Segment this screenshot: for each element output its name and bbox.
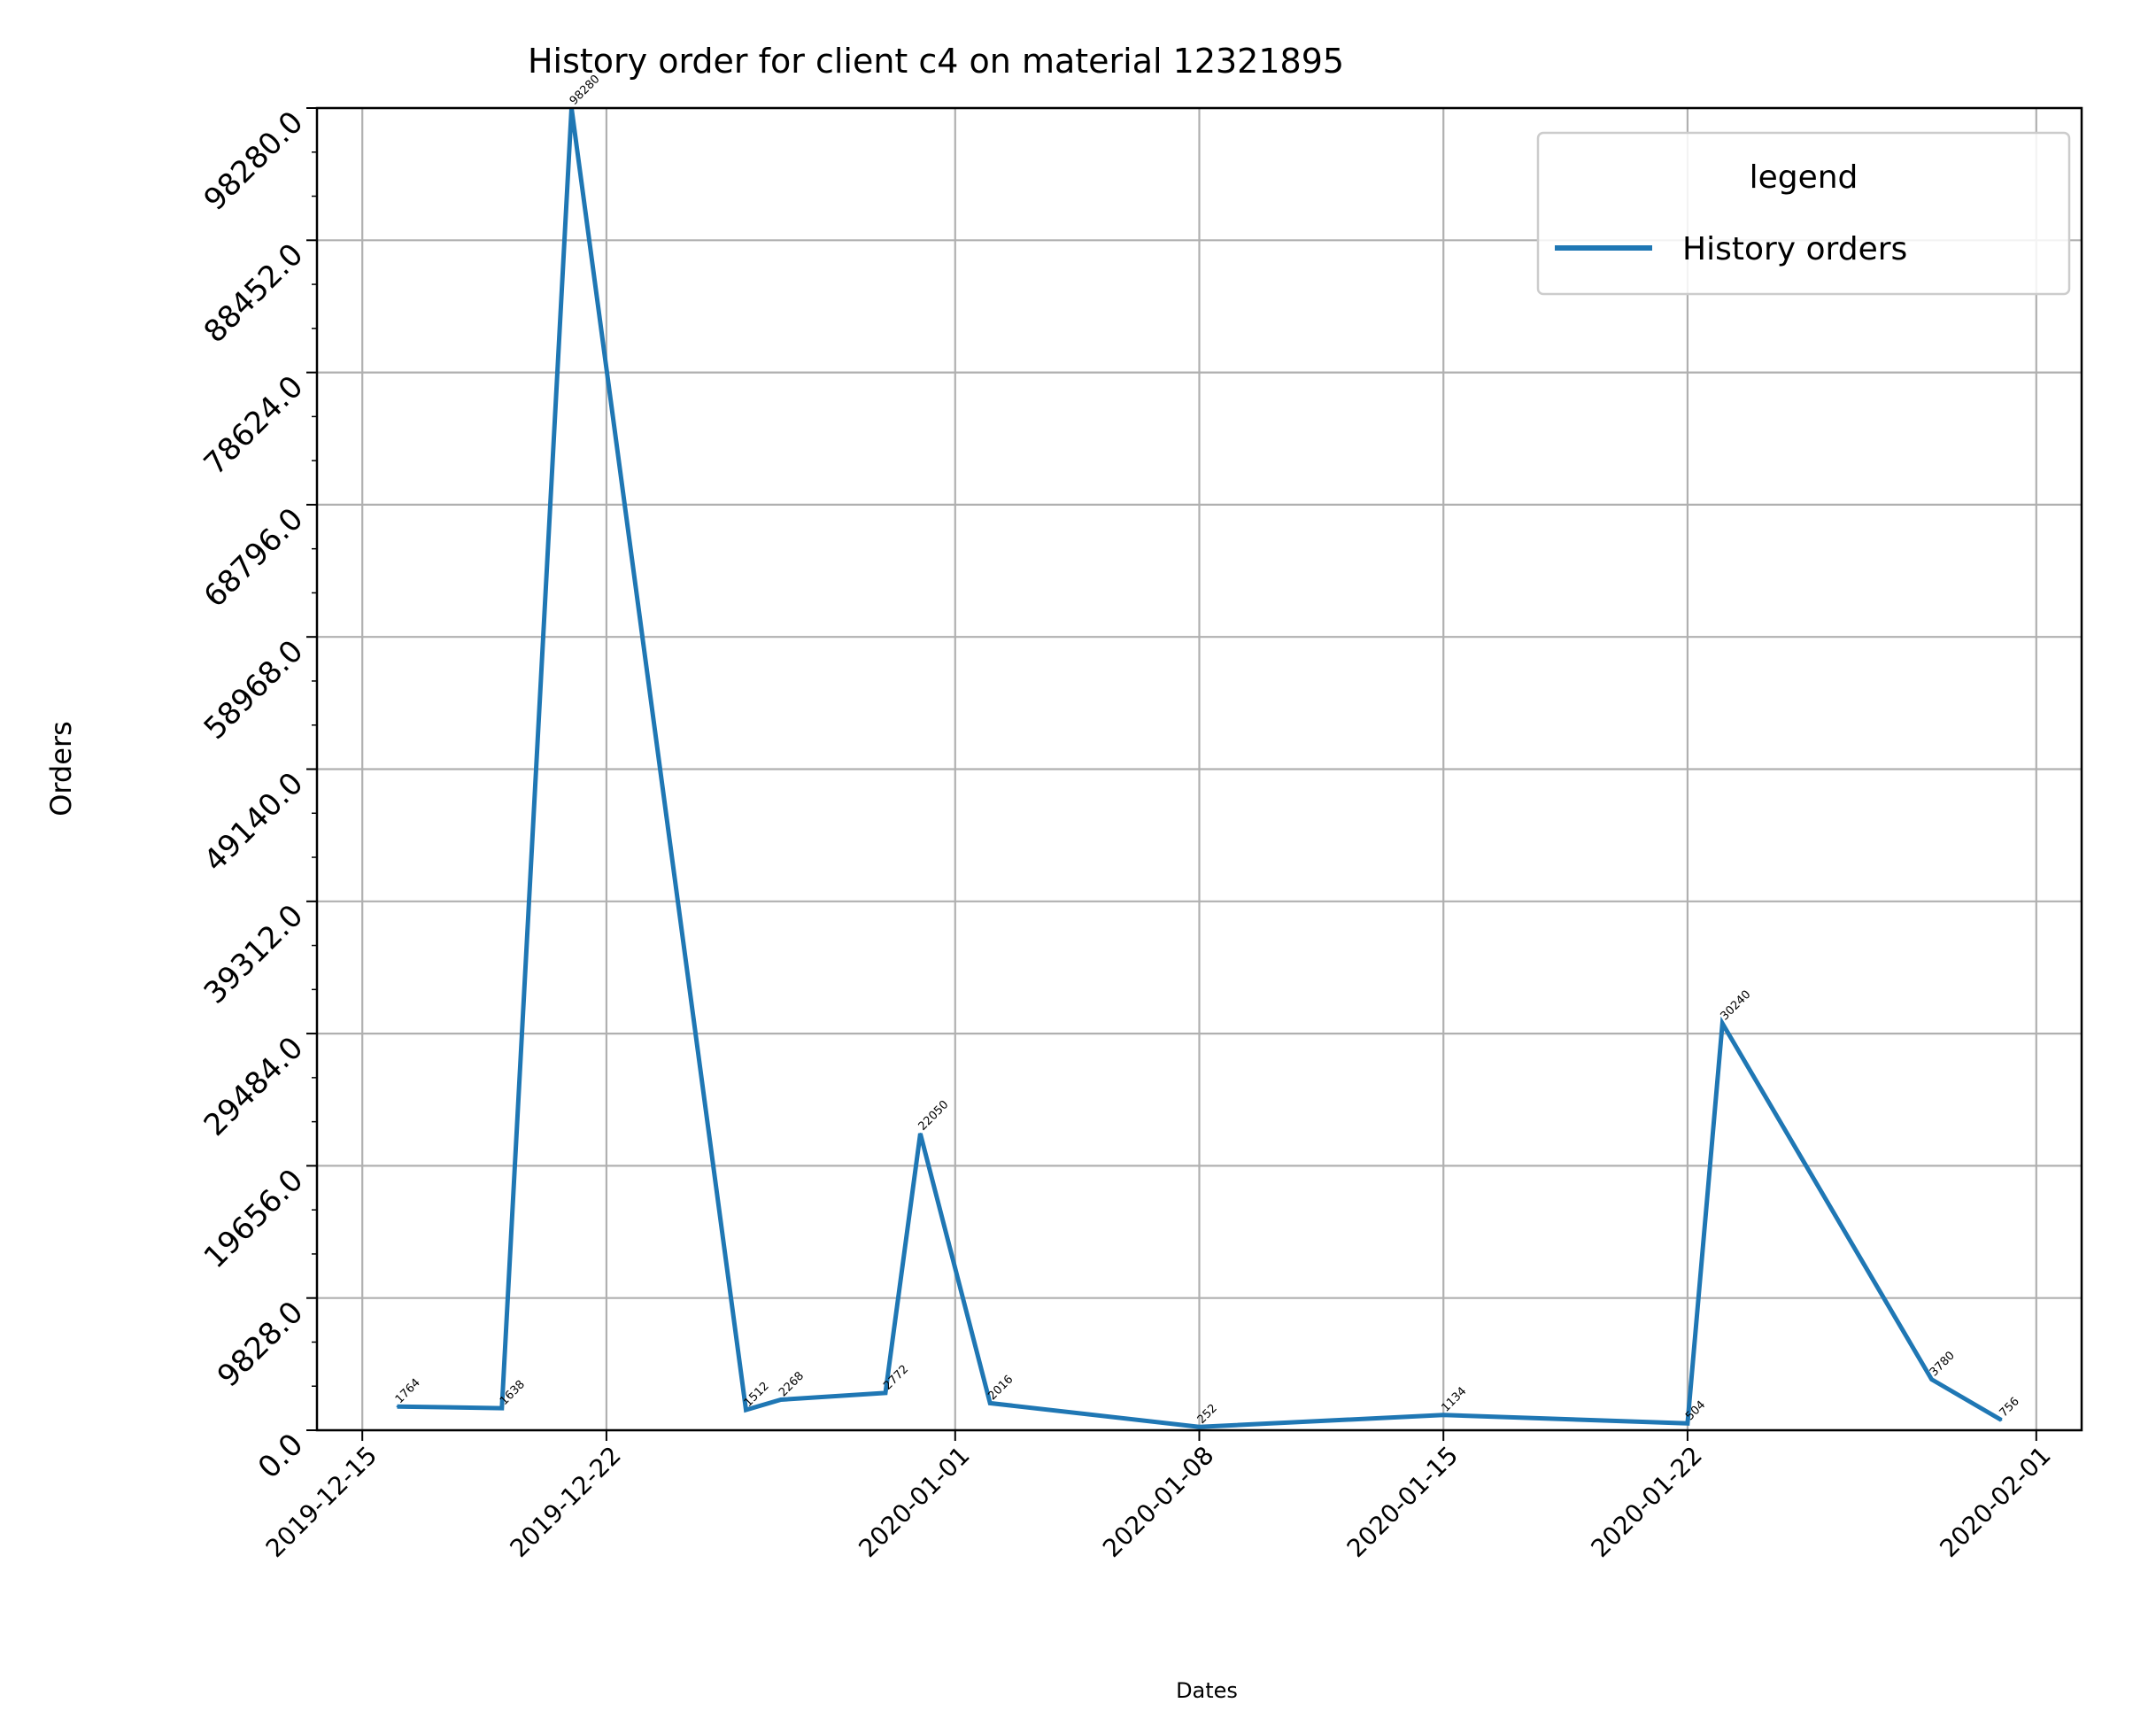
data-point (1198, 1426, 1201, 1428)
legend-box (1536, 131, 2071, 296)
data-point (745, 1409, 747, 1412)
chart-title: History order for client c4 on material … (528, 42, 1344, 81)
legend-title: legend (1750, 159, 1858, 196)
data-point (885, 1391, 887, 1394)
data-point (779, 1398, 782, 1401)
legend-series-label: History orders (1682, 231, 1907, 267)
data-point (919, 1133, 922, 1135)
data-point (1721, 1022, 1724, 1025)
data-point (500, 1407, 503, 1410)
x-axis-label: Dates (1176, 1678, 1238, 1703)
data-point (2000, 1419, 2003, 1421)
data-point (1930, 1378, 1933, 1381)
series-layer (396, 107, 2003, 1429)
data-point (396, 1405, 398, 1408)
series-line (397, 107, 2003, 1429)
y-axis-label: Orders (44, 721, 78, 817)
data-point (989, 1402, 992, 1405)
data-point (1442, 1413, 1445, 1416)
data-point (1686, 1422, 1688, 1425)
legend: legend History orders (1536, 131, 2071, 296)
